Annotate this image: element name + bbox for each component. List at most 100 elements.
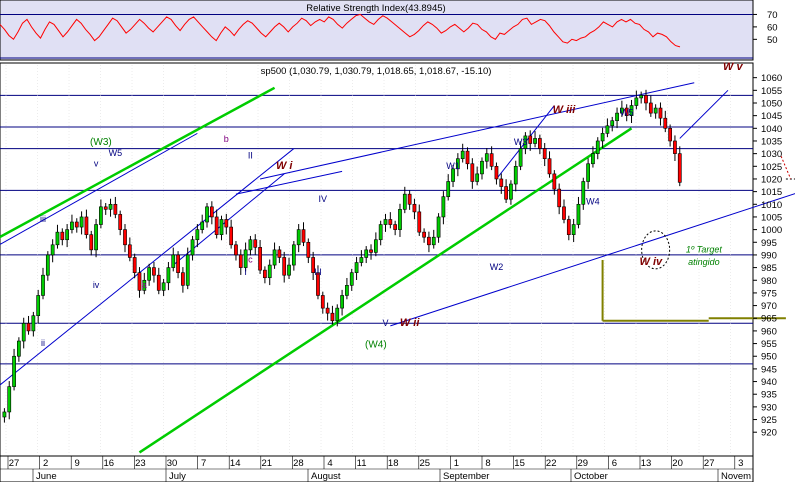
x-day-label: 27: [9, 458, 20, 469]
wave-iv-circle: [641, 230, 671, 270]
candle-body: [185, 254, 190, 286]
wave-label: W1: [446, 161, 460, 171]
x-day-label: 7: [201, 458, 206, 469]
candle-body: [31, 315, 36, 332]
candle-body: [214, 216, 219, 235]
candle-body: [398, 209, 402, 230]
candle-body: [576, 203, 581, 225]
candle-body: [586, 163, 590, 182]
candle-body: [84, 216, 89, 235]
candle-body: [359, 257, 364, 263]
x-day-label: 1: [454, 458, 459, 469]
x-day-label: 21: [262, 458, 273, 469]
wave-label: IV: [319, 194, 328, 204]
candle-body: [547, 158, 552, 175]
candle-body: [552, 173, 557, 190]
candle-body: [325, 307, 330, 314]
x-day-label: 14: [230, 458, 241, 469]
candle-body: [123, 229, 127, 246]
price-tick-label: 970: [761, 301, 777, 312]
wave-label: III: [314, 267, 322, 277]
wave-label: b: [224, 134, 229, 144]
price-tick-label: 1035: [761, 136, 782, 147]
x-day-label: 11: [357, 458, 367, 469]
candle-body: [668, 128, 672, 142]
candle-body: [523, 135, 528, 149]
x-day-label: 9: [75, 458, 80, 469]
wave-label: I: [244, 267, 247, 277]
candle-body: [499, 178, 504, 187]
candle-body: [263, 269, 267, 279]
price-tick-label: 975: [761, 288, 777, 299]
candle-body: [557, 188, 562, 208]
blue-trendline-july: [235, 170, 343, 195]
candle-body: [605, 125, 610, 134]
price-title: sp500 (1,030.79, 1,030.79, 1,018.65, 1,0…: [261, 66, 492, 77]
price-tick-label: 1030: [761, 149, 782, 160]
price-tick-label: 1050: [761, 98, 782, 109]
x-day-label: 6: [612, 458, 617, 469]
wave-label: II: [248, 151, 253, 161]
candle-body: [431, 236, 436, 246]
target-pointer: [780, 155, 792, 180]
x-day-label: 29: [578, 458, 589, 469]
candle-body: [591, 153, 595, 165]
candle-body: [480, 160, 484, 175]
wave-label: W5: [620, 108, 634, 118]
candle-body: [629, 105, 634, 116]
candle-body: [113, 203, 118, 215]
x-day-label: 25: [420, 458, 431, 469]
candle-body: [436, 216, 441, 238]
candle-body: [427, 236, 431, 246]
price-tick-label: 1025: [761, 162, 782, 173]
candle-body: [475, 173, 480, 182]
candle-body: [373, 239, 378, 253]
price-tick-label: 980: [761, 276, 777, 287]
candle-body: [648, 102, 653, 114]
candle-body: [301, 229, 306, 243]
candle-body: [21, 323, 26, 342]
candle-body: [653, 107, 658, 114]
candle-body: [460, 150, 465, 160]
candle-body: [345, 285, 349, 296]
candle-body: [171, 254, 176, 268]
candle-body: [103, 206, 108, 210]
candle-body: [571, 224, 576, 235]
price-tick-label: 920: [761, 428, 777, 439]
candle-body: [36, 295, 41, 317]
candle-body: [127, 244, 132, 258]
candle-body: [644, 95, 648, 104]
blue-channel-early-lower: [0, 148, 295, 386]
x-month-label: September: [443, 471, 489, 482]
candle-body: [205, 206, 209, 223]
candle-body: [142, 279, 147, 291]
candle-body: [26, 323, 31, 332]
candle-body: [234, 244, 238, 256]
price-tick-label: 935: [761, 390, 777, 401]
price-tick-label: 950: [761, 352, 777, 363]
candle-body: [673, 140, 677, 154]
candle-body: [291, 244, 296, 266]
candle-body: [388, 219, 393, 225]
x-month-label: July: [169, 471, 186, 482]
x-month-label: Novem: [721, 471, 751, 482]
wave-label: W3: [514, 137, 528, 147]
candle-body: [147, 267, 151, 281]
candle-body: [258, 247, 262, 271]
candle-body: [658, 107, 663, 119]
price-tick-label: 1040: [761, 124, 782, 135]
price-tick-label: 930: [761, 402, 777, 413]
candle-body: [272, 249, 277, 266]
price-tick-label: 1020: [761, 174, 782, 185]
x-day-label: 2: [43, 458, 48, 469]
candle-body: [137, 272, 142, 291]
price-tick-label: 1005: [761, 212, 782, 223]
candle-body: [378, 224, 383, 241]
candle-body: [393, 224, 398, 230]
candle-body: [509, 183, 513, 200]
candle-body: [190, 239, 195, 256]
candle-body: [287, 264, 291, 276]
candle-body: [484, 153, 489, 162]
rsi-tick-label: 50: [767, 35, 778, 46]
